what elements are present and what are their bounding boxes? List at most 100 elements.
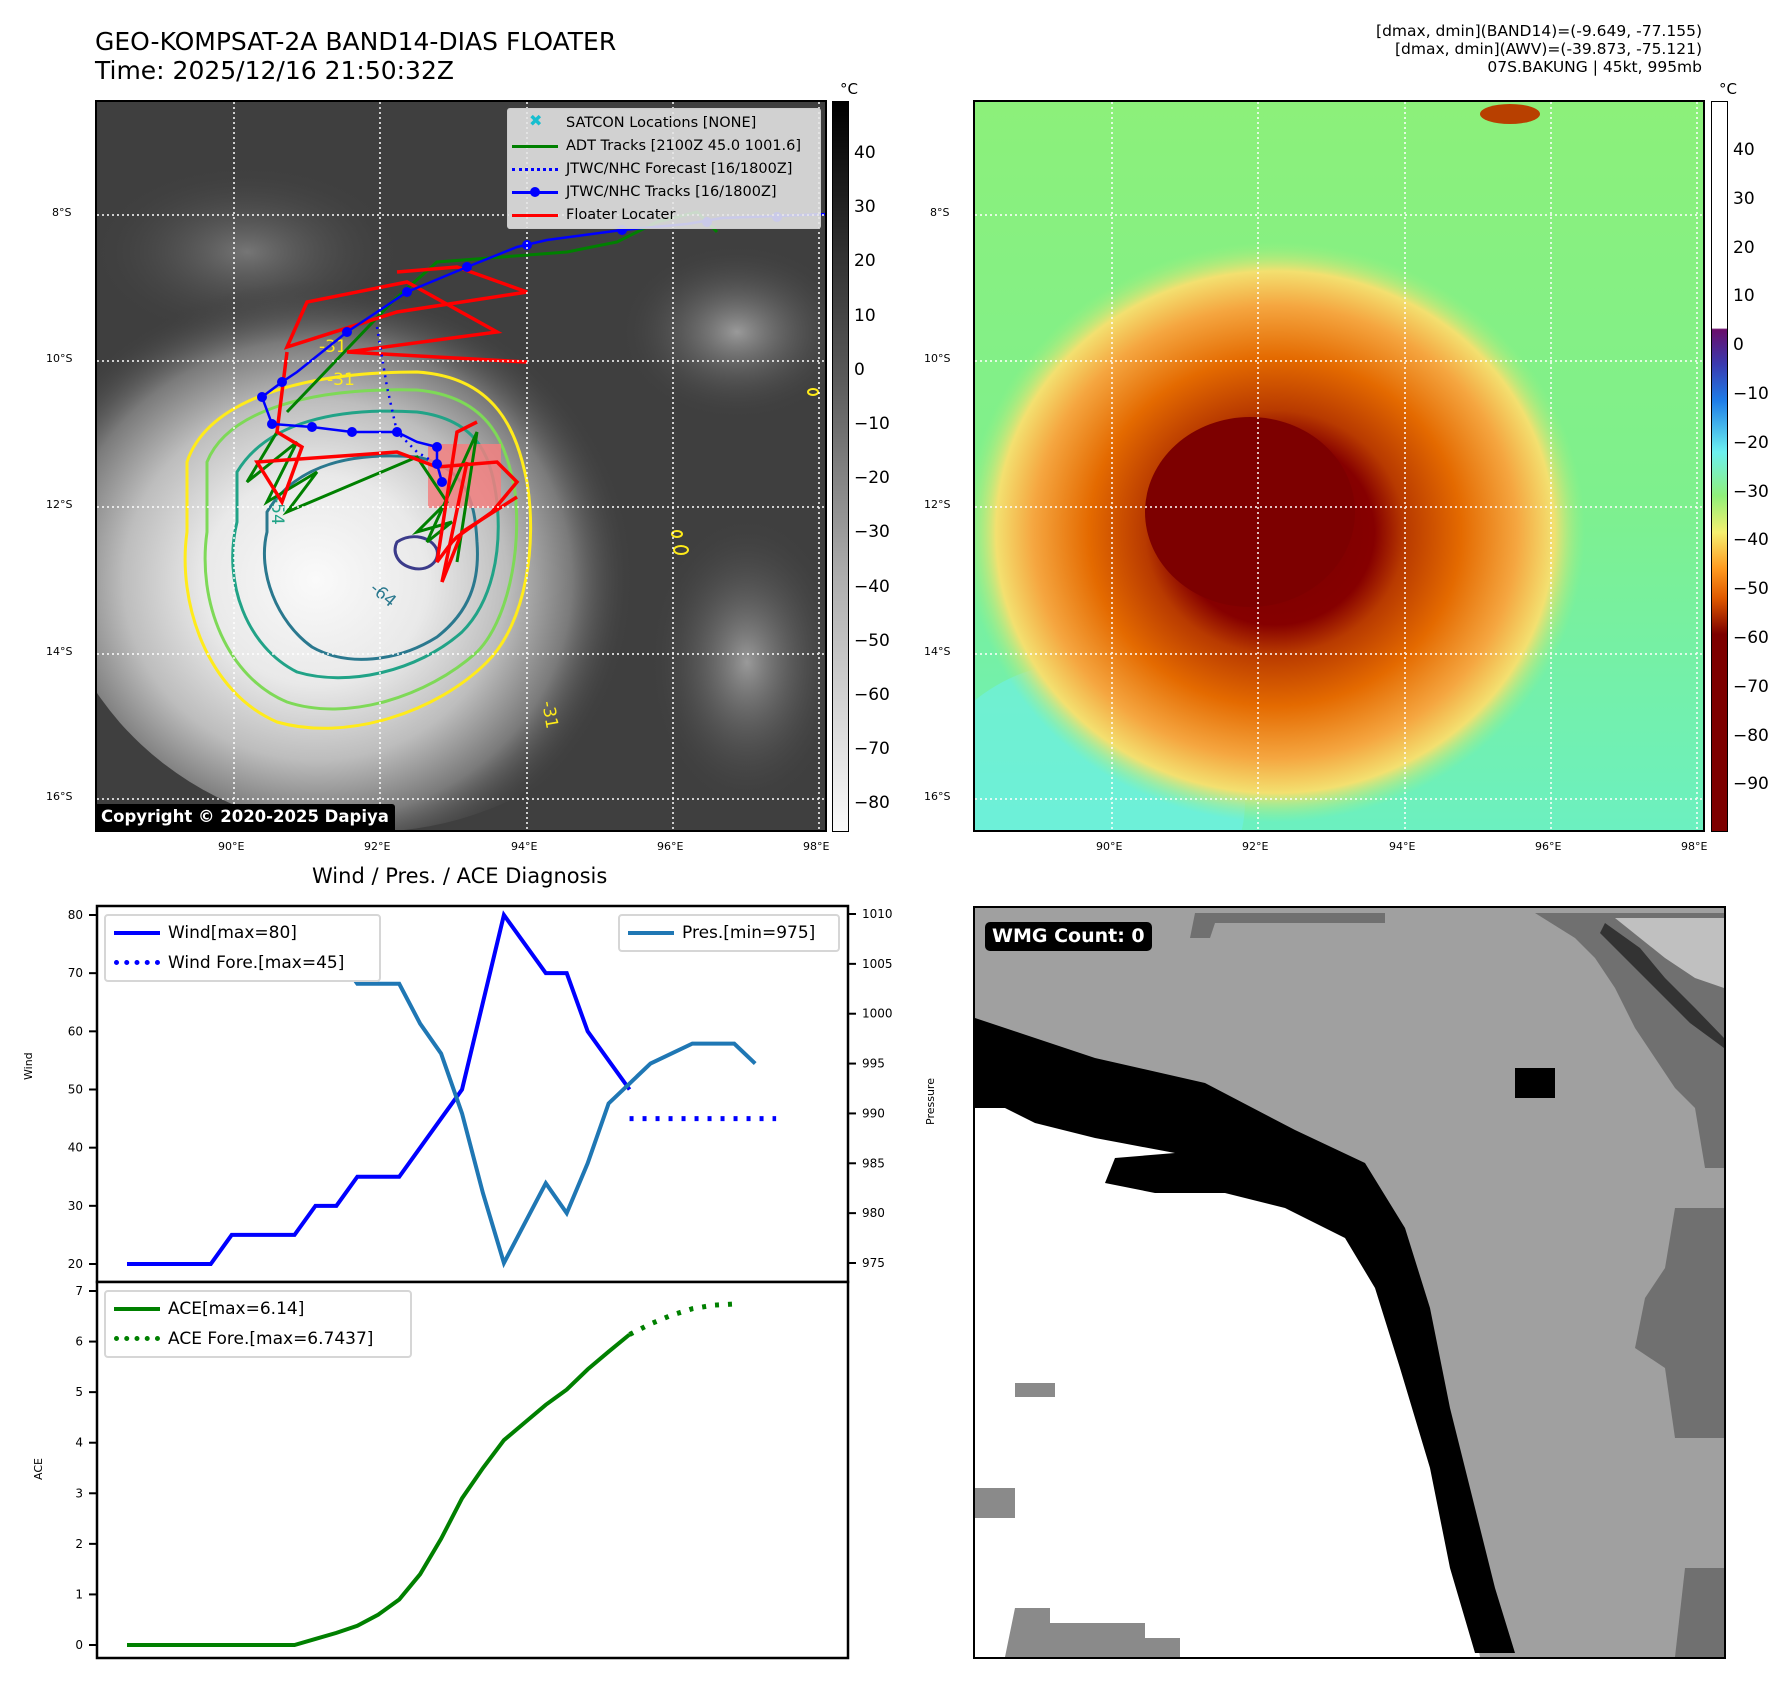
figure-title: GEO-KOMPSAT-2A BAND14-DIAS FLOATER Time:… [95, 27, 616, 85]
lon-label: 98°E [803, 840, 830, 853]
green-dotted-line-icon [114, 1332, 160, 1346]
info-awv-range: [dmax, dmin](AWV)=(-39.873, -75.121) [1395, 40, 1702, 58]
y-tick-label: 5 [75, 1385, 83, 1399]
colorbar-tick-label: −30 [854, 522, 890, 543]
legend-wind: Wind[max=80] [110, 918, 375, 948]
legend-label: SATCON Locations [NONE] [566, 114, 757, 131]
green-line-icon [512, 139, 558, 153]
copyright-badge: Copyright © 2020-2025 Dapiya [97, 804, 395, 830]
wmg-black-cell [1515, 1068, 1555, 1098]
steelblue-line-icon [628, 926, 674, 940]
lat-label: 12°S [46, 498, 73, 511]
colorbar-tick-label: −40 [854, 576, 890, 597]
wind-legend: Wind[max=80] Wind Fore.[max=45] [104, 914, 381, 982]
colorbar-tick-label: −40 [1733, 530, 1769, 551]
series-line-ace-fore- [628, 1301, 735, 1337]
contour-lightgreen [203, 388, 519, 711]
colorbar-tick-label: −20 [1733, 432, 1769, 453]
lat-label: 8°S [52, 206, 72, 219]
colorbar-tick-label: 40 [854, 143, 876, 163]
legend-jtwc-forecast: JTWC/NHC Forecast [16/1800Z] [508, 157, 820, 180]
color-map-svg [975, 102, 1703, 830]
colorbar-tick-label: 40 [1733, 140, 1755, 160]
y-tick-label: 30 [68, 1199, 83, 1213]
contour-label: -31 [537, 699, 562, 730]
lon-label: 90°E [1096, 840, 1123, 853]
cloud-patch [617, 242, 825, 422]
series-line-wind [127, 910, 632, 1266]
lon-label: 96°E [1535, 840, 1562, 853]
legend-label: Pres.[min=975] [682, 923, 816, 943]
colorbar-tick-label: −10 [1733, 384, 1769, 404]
y-tick-label: 80 [68, 908, 83, 922]
storm-cloud [97, 232, 687, 830]
colorbar-tick-label: 30 [854, 197, 876, 218]
y-tick-label: 7 [75, 1284, 83, 1298]
gray-colorbar [832, 101, 849, 832]
colorbar-tick-label: −90 [1733, 774, 1769, 795]
map-legend: ✖ SATCON Locations [NONE] ADT Tracks [21… [507, 108, 821, 229]
y-tick-label: 70 [68, 966, 83, 980]
y-right-tick-label: 985 [862, 1156, 885, 1170]
ace-legend: ACE[max=6.14] ACE Fore.[max=6.7437] [104, 1290, 412, 1358]
y-right-tick-label: 1000 [862, 1007, 893, 1021]
colorbar-tick-label: 20 [854, 251, 876, 272]
legend-ace: ACE[max=6.14] [110, 1294, 406, 1324]
contour-blob [671, 530, 683, 538]
colorbar-tick-label: −60 [854, 685, 890, 705]
colorbar-unit: °C [1719, 80, 1737, 98]
colorbar-tick-label: −10 [854, 414, 890, 434]
wind-axis-label: Wind [22, 1052, 35, 1080]
legend-label: Floater Locater [566, 206, 676, 223]
colorbar-tick-label: 30 [1733, 188, 1755, 209]
contour-yellow [183, 370, 533, 730]
legend-jtwc-tracks: JTWC/NHC Tracks [16/1800Z] [508, 180, 820, 203]
y-tick-label: 60 [68, 1024, 83, 1038]
lat-label: 16°S [46, 790, 73, 803]
series-line-ace [127, 1332, 631, 1647]
y-right-tick-label: 990 [862, 1106, 885, 1120]
lon-label: 98°E [1681, 840, 1708, 853]
legend-label: ACE Fore.[max=6.7437] [168, 1329, 374, 1349]
legend-floater: Floater Locater [508, 203, 820, 226]
y-tick-label: 4 [75, 1436, 83, 1450]
colorbar-unit: °C [840, 80, 858, 98]
contour-teal [231, 409, 500, 680]
lon-label: 92°E [364, 840, 391, 853]
floater-locater-track [253, 351, 520, 564]
contour-blue-teal [262, 454, 479, 661]
lat-label: 14°S [46, 645, 73, 658]
blue-line-icon [114, 926, 160, 940]
colorbar-tick-label: 20 [1733, 237, 1755, 258]
colorbar-tick-label: 0 [854, 359, 865, 380]
legend-ace-forecast: ACE Fore.[max=6.7437] [110, 1324, 406, 1354]
title-line-2: Time: 2025/12/16 21:50:32Z [95, 56, 454, 85]
y-right-tick-label: 995 [862, 1057, 885, 1071]
y-tick-label: 50 [68, 1083, 83, 1097]
lat-label: 16°S [924, 790, 951, 803]
blue-dotted-line-icon [114, 956, 160, 970]
wmg-map [975, 908, 1724, 1657]
y-tick-label: 0 [75, 1638, 83, 1652]
y-right-tick-label: 975 [862, 1256, 885, 1270]
legend-satcon: ✖ SATCON Locations [NONE] [508, 111, 820, 134]
contour-dark-blue [393, 535, 439, 571]
lon-label: 90°E [218, 840, 245, 853]
legend-adt: ADT Tracks [2100Z 45.0 1001.6] [508, 134, 820, 157]
lon-label: 92°E [1242, 840, 1269, 853]
legend-label: ACE[max=6.14] [168, 1299, 305, 1319]
legend-label: ADT Tracks [2100Z 45.0 1001.6] [566, 137, 802, 154]
colorbar-tick-label: −80 [854, 793, 890, 814]
wmg-gray-cells [1005, 1608, 1180, 1657]
blue-dotted-line-icon [512, 162, 558, 176]
wmg-gray-edge [1535, 913, 1724, 1168]
lat-label: 12°S [924, 498, 951, 511]
colorbar-tick-label: −20 [854, 468, 890, 489]
colorbar-tick-label: −80 [1733, 725, 1769, 746]
colorbar-tick-label: −60 [1733, 628, 1769, 648]
y-tick-label: 1 [75, 1587, 83, 1601]
colorbar-tick-label: −50 [854, 630, 890, 651]
contour-blob [807, 388, 819, 396]
y-tick-label: 2 [75, 1537, 83, 1551]
ir-grayscale-map: -31 -31 -54 -64 -31 [95, 100, 827, 832]
